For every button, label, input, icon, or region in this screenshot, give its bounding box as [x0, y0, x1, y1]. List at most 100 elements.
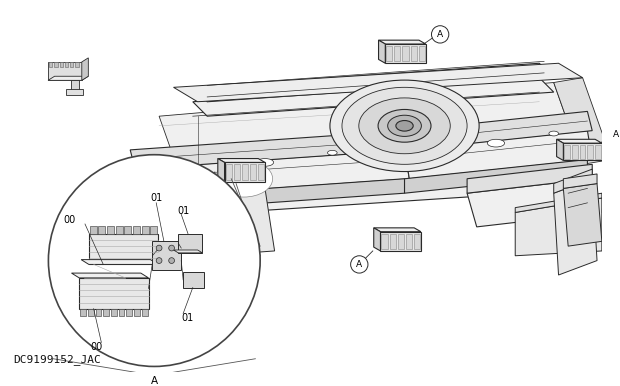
Polygon shape — [374, 228, 381, 251]
Polygon shape — [226, 164, 232, 180]
Polygon shape — [60, 62, 63, 67]
Polygon shape — [554, 78, 611, 164]
Polygon shape — [381, 234, 388, 249]
Polygon shape — [89, 234, 158, 264]
Polygon shape — [397, 234, 404, 249]
Text: 00: 00 — [91, 342, 103, 352]
Polygon shape — [174, 63, 583, 102]
Circle shape — [189, 172, 206, 190]
Polygon shape — [79, 278, 149, 309]
Polygon shape — [104, 309, 109, 317]
Polygon shape — [515, 198, 602, 256]
Polygon shape — [153, 241, 181, 270]
Polygon shape — [250, 164, 256, 180]
Polygon shape — [467, 164, 592, 193]
Circle shape — [432, 26, 449, 43]
Polygon shape — [394, 46, 401, 61]
Polygon shape — [130, 130, 409, 169]
Circle shape — [156, 258, 162, 264]
Polygon shape — [224, 163, 265, 182]
Polygon shape — [402, 46, 409, 61]
Polygon shape — [64, 62, 68, 67]
Polygon shape — [218, 159, 224, 182]
Polygon shape — [48, 76, 88, 80]
Text: 01: 01 — [182, 313, 194, 323]
Polygon shape — [80, 309, 86, 317]
Text: DC9199152_JAC: DC9199152_JAC — [13, 354, 100, 364]
Polygon shape — [134, 309, 140, 317]
Text: 01: 01 — [150, 193, 162, 203]
Text: A: A — [151, 376, 158, 386]
Polygon shape — [386, 46, 392, 61]
Polygon shape — [130, 184, 265, 198]
Circle shape — [169, 245, 174, 251]
Polygon shape — [564, 174, 597, 188]
Polygon shape — [242, 164, 248, 180]
Polygon shape — [183, 272, 205, 288]
Polygon shape — [55, 62, 58, 67]
Polygon shape — [126, 309, 132, 317]
Polygon shape — [70, 62, 73, 67]
Polygon shape — [95, 309, 101, 317]
Polygon shape — [374, 228, 421, 232]
Circle shape — [608, 126, 620, 143]
Polygon shape — [71, 273, 149, 278]
Text: 01: 01 — [177, 205, 189, 215]
Polygon shape — [379, 40, 385, 63]
Polygon shape — [82, 58, 88, 80]
Polygon shape — [159, 179, 525, 217]
Polygon shape — [81, 260, 158, 264]
Ellipse shape — [487, 139, 505, 147]
Polygon shape — [389, 234, 396, 249]
Polygon shape — [130, 179, 404, 212]
Polygon shape — [151, 226, 157, 234]
Polygon shape — [142, 309, 148, 317]
Polygon shape — [258, 164, 264, 180]
Polygon shape — [116, 226, 123, 234]
Polygon shape — [554, 179, 597, 275]
Polygon shape — [142, 226, 149, 234]
Polygon shape — [130, 188, 275, 261]
Polygon shape — [234, 164, 240, 180]
Polygon shape — [404, 130, 592, 179]
Text: A: A — [356, 260, 362, 269]
Polygon shape — [595, 145, 601, 159]
Ellipse shape — [549, 131, 559, 136]
Polygon shape — [557, 139, 602, 143]
Ellipse shape — [215, 161, 273, 197]
Polygon shape — [159, 164, 544, 203]
Polygon shape — [71, 80, 79, 93]
Polygon shape — [49, 62, 52, 67]
Polygon shape — [587, 145, 593, 159]
Ellipse shape — [327, 151, 337, 155]
Ellipse shape — [330, 80, 479, 171]
Polygon shape — [557, 139, 564, 161]
Polygon shape — [572, 145, 578, 159]
Polygon shape — [404, 112, 592, 150]
Polygon shape — [554, 169, 592, 193]
Polygon shape — [66, 88, 83, 95]
Circle shape — [48, 155, 260, 366]
Polygon shape — [564, 143, 602, 161]
Polygon shape — [88, 309, 94, 317]
Ellipse shape — [342, 87, 467, 164]
Polygon shape — [580, 145, 585, 159]
Ellipse shape — [388, 115, 422, 136]
Polygon shape — [99, 226, 105, 234]
Polygon shape — [418, 46, 425, 61]
Polygon shape — [381, 232, 421, 251]
Text: A: A — [195, 176, 201, 185]
Text: A: A — [613, 130, 619, 139]
Polygon shape — [159, 83, 583, 198]
Polygon shape — [130, 150, 409, 198]
Polygon shape — [410, 46, 417, 61]
Circle shape — [169, 258, 174, 264]
Polygon shape — [193, 63, 554, 102]
Polygon shape — [564, 145, 570, 159]
Circle shape — [351, 256, 368, 273]
Ellipse shape — [359, 98, 450, 154]
Text: A: A — [437, 30, 443, 39]
Circle shape — [156, 245, 162, 251]
Polygon shape — [515, 193, 602, 212]
Text: 00: 00 — [63, 215, 76, 225]
